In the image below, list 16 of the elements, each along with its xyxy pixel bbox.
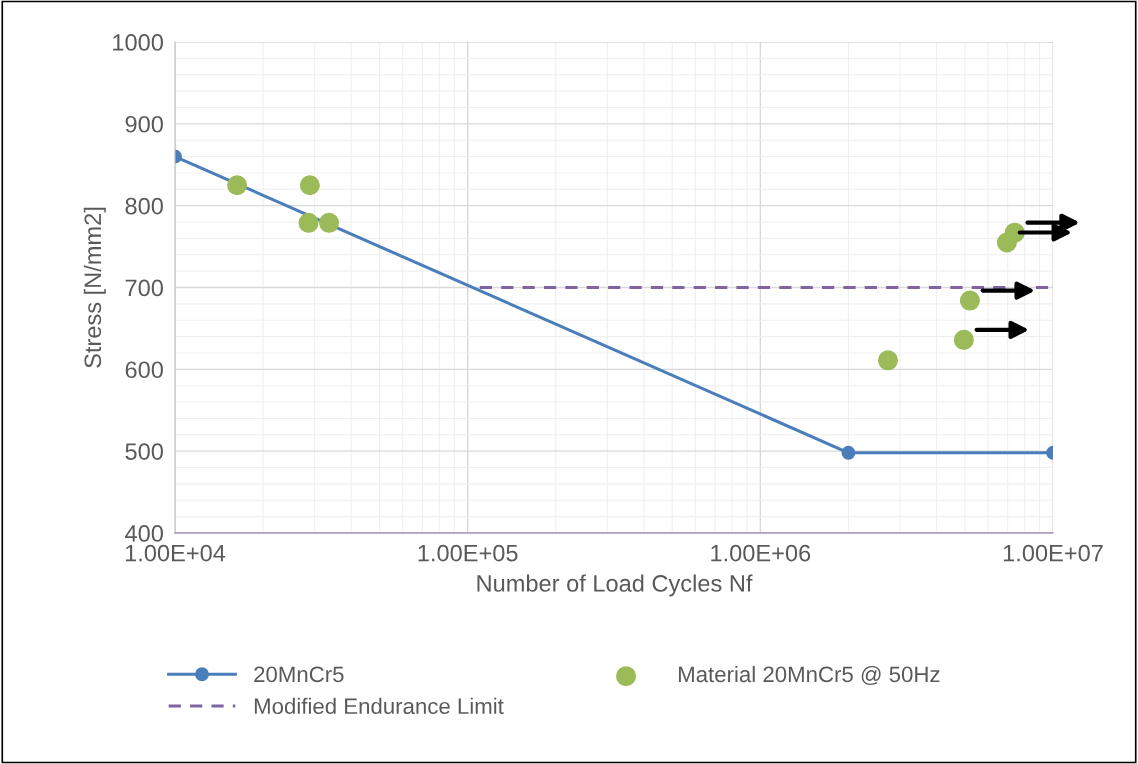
x-axis-title: Number of Load Cycles Nf	[477, 574, 753, 597]
legend-label: Material 20MnCr5 @ 50Hz	[678, 665, 940, 686]
x-tick-label: 1.00E+06	[711, 544, 811, 562]
y-tick-label: 500	[125, 443, 163, 460]
y-tick-label: 1000	[113, 34, 163, 51]
legend-label: Modified Endurance Limit	[254, 697, 504, 715]
x-tick-label: 1.00E+04	[125, 544, 226, 562]
legend-label: 20MnCr5	[254, 666, 344, 683]
x-tick-label: 1.00E+07	[1003, 544, 1103, 562]
y-tick-label: 600	[125, 361, 163, 379]
y-tick-label: 400	[125, 525, 163, 542]
x-tick-label: 1.00E+05	[418, 544, 518, 562]
y-tick-label: 800	[125, 197, 163, 215]
y-axis-title: Stress [N/mm2]	[83, 207, 106, 368]
y-tick-label: 900	[125, 115, 163, 133]
y-tick-label: 700	[125, 279, 163, 297]
